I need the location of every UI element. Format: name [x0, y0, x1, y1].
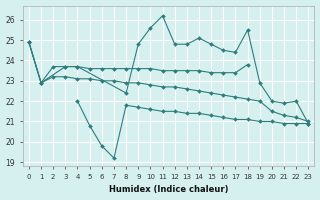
X-axis label: Humidex (Indice chaleur): Humidex (Indice chaleur) — [109, 185, 228, 194]
